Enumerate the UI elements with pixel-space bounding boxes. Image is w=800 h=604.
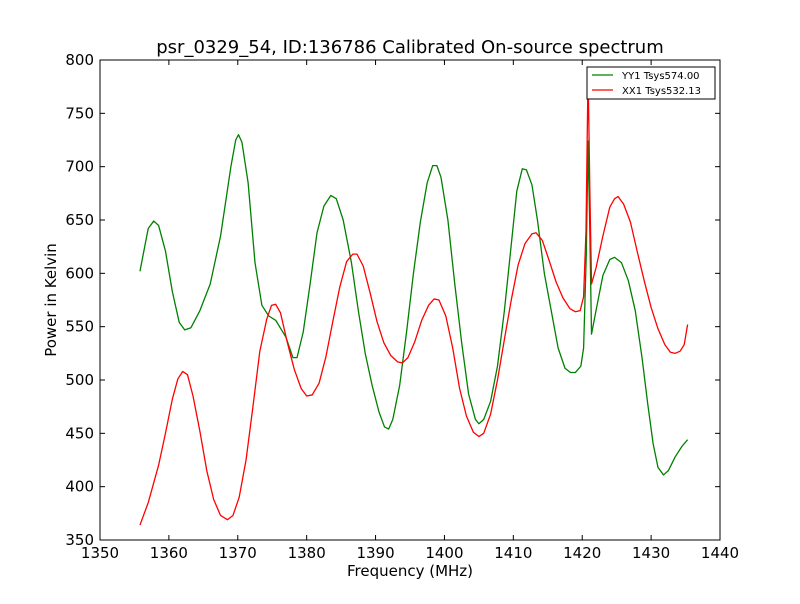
legend-label: XX1 Tsys532.13 <box>622 86 701 97</box>
y-tick-label: 350 <box>65 531 94 549</box>
ticks-layer: 1350 1360 1370 1380 1390 1400 1410 1420 1430 1440… <box>65 51 739 562</box>
x-tick-label: 1410 <box>494 544 532 562</box>
plot-area: 1350 1360 1370 1380 1390 1400 1410 1420 1430 1440… <box>65 51 739 562</box>
chart-title: psr_0329_54, ID:136786 Calibrated On-sou… <box>156 37 664 58</box>
x-tick-label: 1350 <box>81 544 119 562</box>
x-tick-label: 1380 <box>288 544 326 562</box>
y-tick-label: 600 <box>65 264 94 282</box>
series-layer <box>139 70 689 526</box>
y-tick-label: 750 <box>65 104 94 122</box>
x-tick-label: 1440 <box>701 544 739 562</box>
x-axis-label: Frequency (MHz) <box>347 562 473 580</box>
x-tick-label: 1370 <box>219 544 257 562</box>
series-line-yy1 <box>139 134 689 476</box>
legend: YY1 Tsys574.00 XX1 Tsys532.13 <box>586 66 716 100</box>
y-tick-label: 550 <box>65 318 94 336</box>
x-tick-label: 1420 <box>563 544 601 562</box>
legend-box <box>586 66 716 100</box>
y-tick-label: 500 <box>65 371 94 389</box>
y-tick-label: 450 <box>65 424 94 442</box>
y-tick-label: 400 <box>65 478 94 496</box>
y-tick-label: 800 <box>65 51 94 69</box>
y-axis-label: Power in Kelvin <box>42 243 60 357</box>
legend-label: YY1 Tsys574.00 <box>621 71 700 82</box>
x-tick-label: 1430 <box>632 544 670 562</box>
plot-frame <box>99 59 721 541</box>
x-tick-label: 1400 <box>425 544 463 562</box>
x-tick-label: 1360 <box>150 544 188 562</box>
y-tick-label: 700 <box>65 158 94 176</box>
x-tick-label: 1390 <box>356 544 394 562</box>
series-line-xx1 <box>139 70 689 526</box>
y-tick-label: 650 <box>65 211 94 229</box>
